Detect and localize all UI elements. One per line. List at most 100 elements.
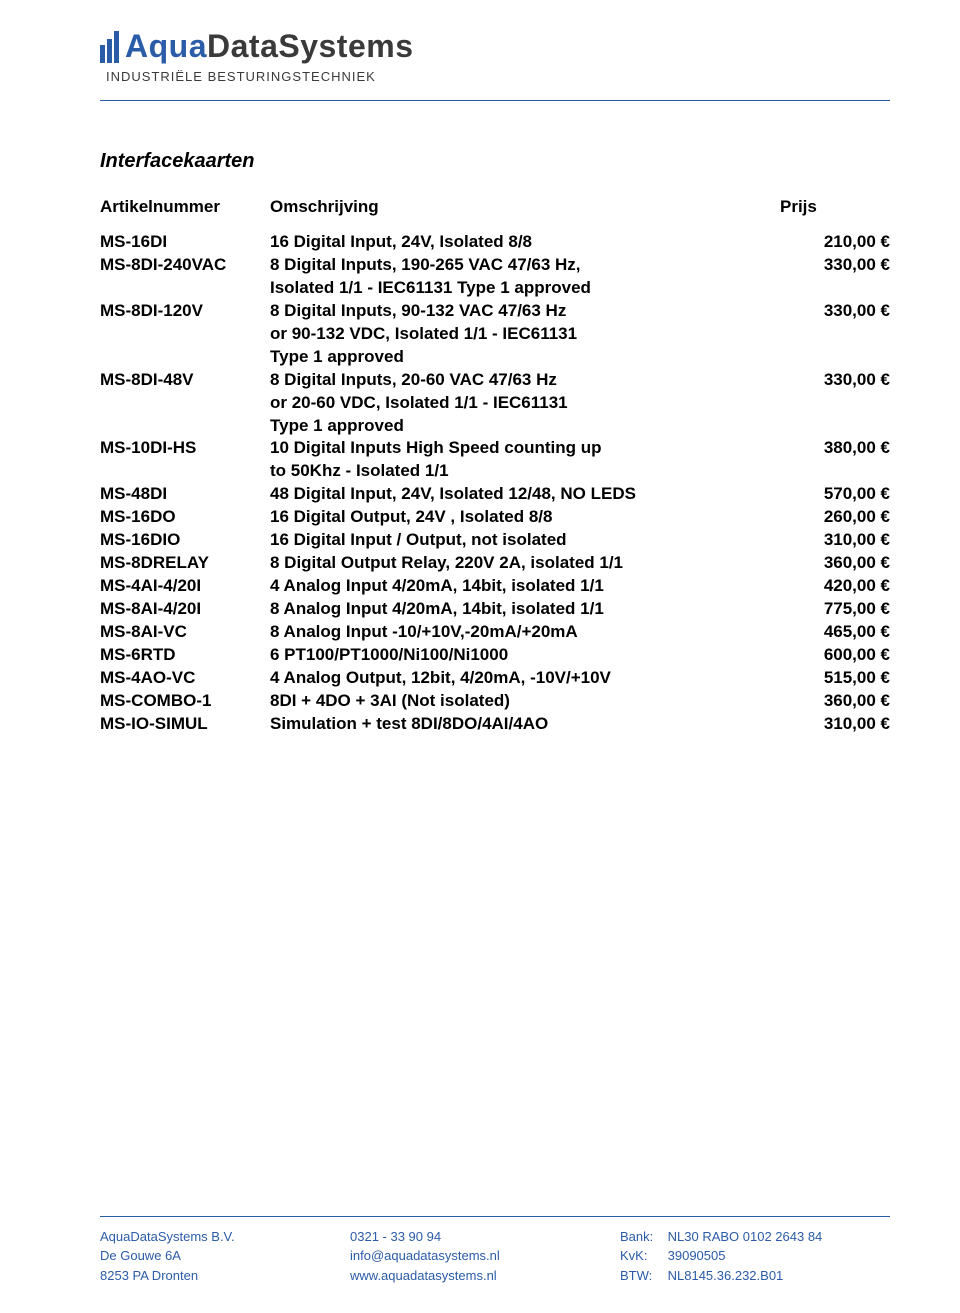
logo-word-aqua: Aqua [125,28,207,64]
footer-address: AquaDataSystems B.V. De Gouwe 6A 8253 PA… [100,1227,350,1286]
tagline: INDUSTRIËLE BESTURINGSTECHNIEK [106,69,414,84]
cell-omschrijving: 48 Digital Input, 24V, Isolated 12/48, N… [270,483,780,506]
cell-artikelnummer: MS-4AI-4/20I [100,575,270,598]
cell-prijs: 775,00 € [780,598,890,621]
table-row: MS-IO-SIMULSimulation + test 8DI/8DO/4AI… [100,713,890,736]
cell-artikelnummer: MS-48DI [100,483,270,506]
cell-omschrijving: 16 Digital Output, 24V , Isolated 8/8 [270,506,780,529]
cell-artikelnummer: MS-COMBO-1 [100,690,270,713]
desc-main: 4 Analog Output, 12bit, 4/20mA, -10V/+10… [270,668,611,687]
header-rule [100,100,890,101]
table-row: MS-16DIO16 Digital Input / Output, not i… [100,529,890,552]
desc-extra: Type 1 approved [270,415,780,438]
cell-omschrijving: 8 Analog Input -10/+10V,-20mA/+20mA [270,621,780,644]
cell-prijs: 360,00 € [780,690,890,713]
col-prijs: Prijs [780,197,890,217]
cell-omschrijving: 16 Digital Input, 24V, Isolated 8/8 [270,231,780,254]
cell-omschrijving: 8 Digital Inputs, 190-265 VAC 47/63 Hz, I… [270,254,780,300]
cell-omschrijving: 16 Digital Input / Output, not isolated [270,529,780,552]
table-row: MS-8DRELAY8 Digital Output Relay, 220V 2… [100,552,890,575]
kvk-label: KvK: [620,1246,664,1266]
cell-artikelnummer: MS-8AI-4/20I [100,598,270,621]
cell-prijs: 465,00 € [780,621,890,644]
cell-prijs: 330,00 € [780,254,890,300]
footer-rule [100,1216,890,1217]
desc-extra: to 50Khz - Isolated 1/1 [270,460,780,483]
cell-prijs: 570,00 € [780,483,890,506]
letterhead-header: AquaDataSystems INDUSTRIËLE BESTURINGSTE… [100,28,414,84]
email: info@aquadatasystems.nl [350,1246,620,1266]
cell-artikelnummer: MS-8DRELAY [100,552,270,575]
cell-omschrijving: 8 Digital Inputs, 90-132 VAC 47/63 Hz or … [270,300,780,369]
city: 8253 PA Dronten [100,1266,350,1286]
cell-omschrijving: 8 Digital Output Relay, 220V 2A, isolate… [270,552,780,575]
table-row: MS-48DI48 Digital Input, 24V, Isolated 1… [100,483,890,506]
cell-omschrijving: 8DI + 4DO + 3AI (Not isolated) [270,690,780,713]
cell-prijs: 420,00 € [780,575,890,598]
table-row: MS-8AI-4/20I8 Analog Input 4/20mA, 14bit… [100,598,890,621]
desc-main: 16 Digital Output, 24V , Isolated 8/8 [270,507,552,526]
logo-text: AquaDataSystems [125,28,414,65]
bank-line: Bank: NL30 RABO 0102 2643 84 [620,1227,890,1247]
cell-omschrijving: 4 Analog Output, 12bit, 4/20mA, -10V/+10… [270,667,780,690]
btw-value: NL8145.36.232.B01 [668,1268,784,1283]
letterhead-footer: AquaDataSystems B.V. De Gouwe 6A 8253 PA… [100,1216,890,1286]
desc-main: 8 Analog Input -10/+10V,-20mA/+20mA [270,622,578,641]
desc-main: 8 Digital Inputs, 20-60 VAC 47/63 Hz [270,370,557,389]
cell-omschrijving: Simulation + test 8DI/8DO/4AI/4AO [270,713,780,736]
cell-artikelnummer: MS-16DO [100,506,270,529]
table-row: MS-COMBO-18DI + 4DO + 3AI (Not isolated)… [100,690,890,713]
desc-extra: Type 1 approved [270,346,780,369]
col-artikelnummer: Artikelnummer [100,197,270,217]
bank-label: Bank: [620,1227,664,1247]
footer-contact: 0321 - 33 90 94 info@aquadatasystems.nl … [350,1227,620,1286]
company-name: AquaDataSystems B.V. [100,1227,350,1247]
btw-label: BTW: [620,1266,664,1286]
table-row: MS-10DI-HS10 Digital Inputs High Speed c… [100,437,890,483]
table-row: MS-8DI-240VAC8 Digital Inputs, 190-265 V… [100,254,890,300]
kvk-line: KvK: 39090505 [620,1246,890,1266]
desc-main: 16 Digital Input / Output, not isolated [270,530,567,549]
desc-main: 8 Digital Inputs, 190-265 VAC 47/63 Hz, [270,255,581,274]
cell-omschrijving: 6 PT100/PT1000/Ni100/Ni1000 [270,644,780,667]
footer-columns: AquaDataSystems B.V. De Gouwe 6A 8253 PA… [100,1227,890,1286]
cell-artikelnummer: MS-16DI [100,231,270,254]
cell-artikelnummer: MS-10DI-HS [100,437,270,483]
content: Interfacekaarten Artikelnummer Omschrijv… [100,150,890,736]
cell-prijs: 515,00 € [780,667,890,690]
desc-extra: or 90-132 VDC, Isolated 1/1 - IEC61131 [270,323,780,346]
cell-prijs: 260,00 € [780,506,890,529]
desc-main: 8 Digital Inputs, 90-132 VAC 47/63 Hz [270,301,566,320]
cell-prijs: 210,00 € [780,231,890,254]
cell-prijs: 600,00 € [780,644,890,667]
cell-prijs: 330,00 € [780,300,890,369]
table-row: MS-8DI-120V8 Digital Inputs, 90-132 VAC … [100,300,890,369]
cell-omschrijving: 8 Digital Inputs, 20-60 VAC 47/63 Hz or 2… [270,369,780,438]
table-row: MS-16DO16 Digital Output, 24V , Isolated… [100,506,890,529]
desc-main: 8 Digital Output Relay, 220V 2A, isolate… [270,553,623,572]
cell-prijs: 310,00 € [780,713,890,736]
cell-artikelnummer: MS-8DI-120V [100,300,270,369]
desc-main: Simulation + test 8DI/8DO/4AI/4AO [270,714,548,733]
desc-main: 10 Digital Inputs High Speed counting up [270,438,602,457]
column-headers: Artikelnummer Omschrijving Prijs [100,197,890,217]
table-row: MS-16DI16 Digital Input, 24V, Isolated 8… [100,231,890,254]
bank-value: NL30 RABO 0102 2643 84 [668,1229,823,1244]
cell-artikelnummer: MS-IO-SIMUL [100,713,270,736]
desc-main: 16 Digital Input, 24V, Isolated 8/8 [270,232,532,251]
cell-omschrijving: 4 Analog Input 4/20mA, 14bit, isolated 1… [270,575,780,598]
cell-prijs: 330,00 € [780,369,890,438]
footer-legal: Bank: NL30 RABO 0102 2643 84 KvK: 390905… [620,1227,890,1286]
website: www.aquadatasystems.nl [350,1266,620,1286]
table-row: MS-8AI-VC8 Analog Input -10/+10V,-20mA/+… [100,621,890,644]
section-title: Interfacekaarten [100,150,890,173]
cell-artikelnummer: MS-8DI-48V [100,369,270,438]
desc-extra: Isolated 1/1 - IEC61131 Type 1 approved [270,277,780,300]
cell-prijs: 380,00 € [780,437,890,483]
cell-omschrijving: 8 Analog Input 4/20mA, 14bit, isolated 1… [270,598,780,621]
desc-extra: or 20-60 VDC, Isolated 1/1 - IEC61131 [270,392,780,415]
page: AquaDataSystems INDUSTRIËLE BESTURINGSTE… [0,0,960,1313]
cell-prijs: 360,00 € [780,552,890,575]
cell-prijs: 310,00 € [780,529,890,552]
logo-bars-icon [100,31,119,63]
